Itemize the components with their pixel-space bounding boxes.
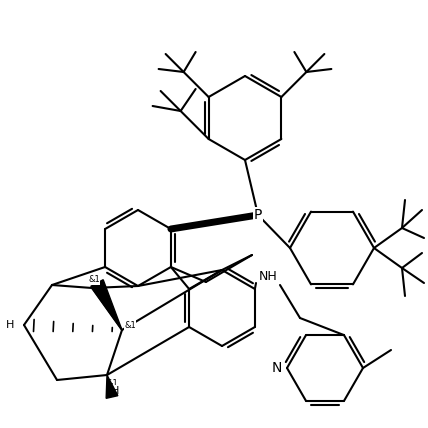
Text: H: H — [111, 386, 119, 396]
Text: N: N — [272, 361, 282, 375]
Text: &1: &1 — [88, 276, 100, 285]
Text: H: H — [6, 320, 14, 330]
Polygon shape — [106, 375, 118, 398]
Text: &1: &1 — [124, 321, 136, 330]
Text: P: P — [254, 208, 262, 222]
Text: &1: &1 — [106, 378, 118, 387]
Text: NH: NH — [259, 270, 277, 283]
Polygon shape — [91, 280, 122, 330]
